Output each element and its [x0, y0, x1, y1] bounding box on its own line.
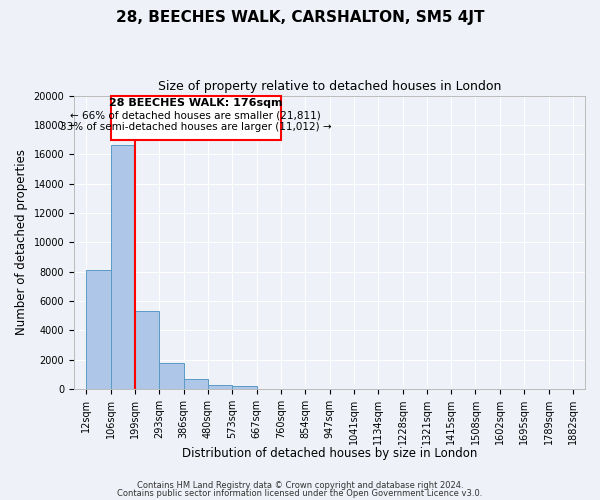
Bar: [135, 311, 160, 389]
Bar: [86, 270, 111, 389]
Text: 33% of semi-detached houses are larger (11,012) →: 33% of semi-detached houses are larger (…: [60, 122, 332, 132]
Bar: [111, 146, 135, 389]
Text: Contains public sector information licensed under the Open Government Licence v3: Contains public sector information licen…: [118, 490, 482, 498]
X-axis label: Distribution of detached houses by size in London: Distribution of detached houses by size …: [182, 447, 477, 460]
Y-axis label: Number of detached properties: Number of detached properties: [15, 150, 28, 336]
Text: 28 BEECHES WALK: 176sqm: 28 BEECHES WALK: 176sqm: [109, 98, 283, 108]
Bar: [160, 364, 184, 389]
Text: 28, BEECHES WALK, CARSHALTON, SM5 4JT: 28, BEECHES WALK, CARSHALTON, SM5 4JT: [116, 10, 484, 25]
Bar: [184, 380, 208, 389]
Bar: [208, 384, 232, 389]
Bar: [232, 386, 257, 389]
Bar: [111, 96, 281, 140]
Text: Contains HM Land Registry data © Crown copyright and database right 2024.: Contains HM Land Registry data © Crown c…: [137, 480, 463, 490]
Title: Size of property relative to detached houses in London: Size of property relative to detached ho…: [158, 80, 501, 93]
Text: ← 66% of detached houses are smaller (21,811): ← 66% of detached houses are smaller (21…: [70, 110, 321, 120]
